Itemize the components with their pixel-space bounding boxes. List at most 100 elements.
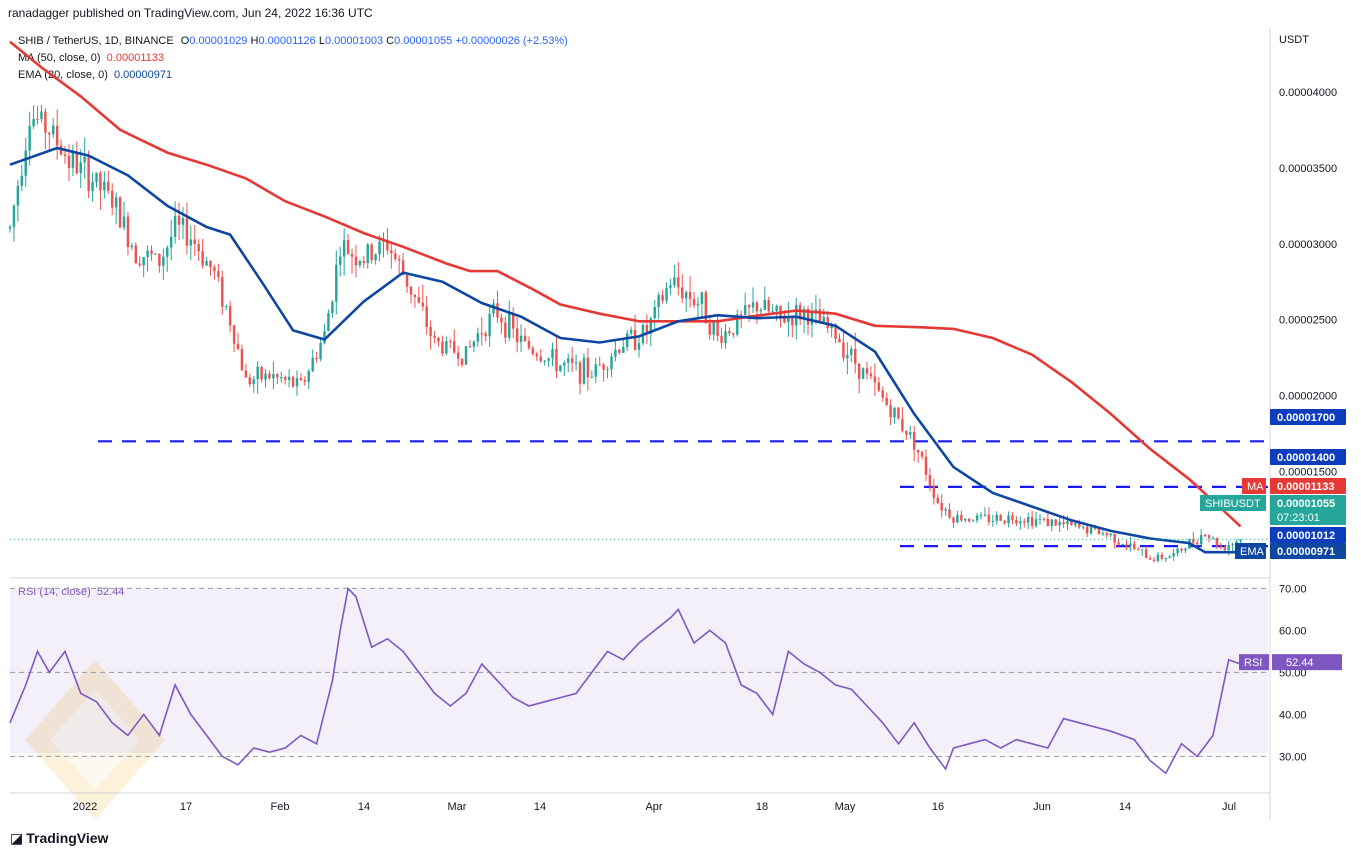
candle-body[interactable]	[488, 313, 491, 337]
candle-body[interactable]	[622, 347, 625, 353]
candle-body[interactable]	[594, 364, 597, 377]
candle-body[interactable]	[350, 253, 354, 257]
candle-body[interactable]	[787, 317, 790, 323]
candle-body[interactable]	[684, 292, 688, 299]
price-tag-box[interactable]	[1270, 478, 1346, 494]
candle-body[interactable]	[213, 267, 216, 272]
candle-body[interactable]	[126, 216, 130, 248]
candle-body[interactable]	[846, 354, 849, 359]
candle-body[interactable]	[335, 264, 338, 302]
candle-body[interactable]	[869, 373, 873, 377]
candle-body[interactable]	[103, 181, 106, 191]
candle-body[interactable]	[920, 452, 924, 457]
candle-body[interactable]	[661, 295, 664, 301]
candle-body[interactable]	[437, 337, 440, 342]
candle-body[interactable]	[979, 515, 983, 517]
candle-body[interactable]	[362, 260, 366, 264]
candle-body[interactable]	[1148, 558, 1152, 560]
candle-body[interactable]	[975, 515, 979, 521]
candle-body[interactable]	[901, 418, 904, 431]
candle-body[interactable]	[724, 331, 727, 344]
candle-body[interactable]	[747, 305, 751, 308]
candle-body[interactable]	[1180, 548, 1183, 551]
candle-body[interactable]	[201, 251, 204, 266]
candle-body[interactable]	[177, 215, 181, 225]
candle-body[interactable]	[67, 155, 71, 169]
candle-body[interactable]	[704, 292, 708, 324]
candle-body[interactable]	[944, 509, 947, 511]
candle-body[interactable]	[453, 341, 456, 353]
candle-body[interactable]	[665, 287, 668, 301]
candle-body[interactable]	[818, 309, 822, 324]
candle-body[interactable]	[217, 271, 220, 278]
candle-body[interactable]	[464, 346, 468, 365]
candle-body[interactable]	[303, 380, 307, 382]
candle-body[interactable]	[244, 370, 248, 378]
candle-body[interactable]	[739, 314, 743, 316]
candle-body[interactable]	[681, 287, 684, 299]
candle-body[interactable]	[791, 317, 794, 326]
candle-body[interactable]	[822, 317, 825, 324]
candle-body[interactable]	[354, 256, 358, 266]
candle-body[interactable]	[515, 328, 519, 343]
candle-body[interactable]	[1156, 554, 1160, 561]
candle-body[interactable]	[991, 520, 995, 522]
candle-body[interactable]	[472, 341, 476, 347]
candle-body[interactable]	[551, 348, 554, 359]
candle-body[interactable]	[885, 397, 888, 405]
candle-body[interactable]	[802, 308, 806, 320]
candle-body[interactable]	[181, 218, 185, 225]
candle-body[interactable]	[767, 300, 770, 312]
candle-body[interactable]	[1203, 535, 1207, 537]
candle-body[interactable]	[307, 371, 310, 382]
candle-body[interactable]	[91, 182, 94, 192]
candle-body[interactable]	[110, 190, 114, 208]
candle-body[interactable]	[783, 316, 786, 323]
candle-body[interactable]	[1207, 535, 1211, 539]
candle-body[interactable]	[295, 378, 299, 387]
candle-body[interactable]	[519, 335, 523, 343]
symbol-name[interactable]: SHIB / TetherUS, 1D, BINANCE	[18, 35, 174, 47]
candle-body[interactable]	[248, 377, 252, 385]
candle-body[interactable]	[1168, 556, 1171, 559]
candle-body[interactable]	[669, 285, 672, 288]
candle-body[interactable]	[158, 253, 161, 266]
candle-body[interactable]	[1003, 520, 1006, 524]
candle-body[interactable]	[830, 324, 833, 329]
candle-body[interactable]	[433, 336, 436, 338]
candle-body[interactable]	[1007, 515, 1010, 524]
candle-body[interactable]	[197, 244, 200, 252]
candle-body[interactable]	[861, 368, 865, 379]
candle-body[interactable]	[893, 407, 896, 418]
candle-body[interactable]	[842, 342, 845, 359]
candle-body[interactable]	[339, 256, 342, 265]
candle-body[interactable]	[763, 300, 767, 310]
candle-body[interactable]	[1140, 549, 1144, 551]
candle-body[interactable]	[574, 362, 578, 364]
candle-body[interactable]	[649, 318, 653, 334]
candle-body[interactable]	[771, 311, 774, 313]
candle-body[interactable]	[1062, 521, 1065, 525]
candle-body[interactable]	[346, 240, 350, 254]
candle-body[interactable]	[1089, 526, 1093, 534]
candle-body[interactable]	[413, 294, 417, 298]
rsi-line[interactable]	[9, 586, 1241, 775]
price-tag-box[interactable]	[1270, 495, 1346, 525]
candle-body[interactable]	[850, 348, 853, 355]
candle-body[interactable]	[280, 377, 283, 379]
candle-body[interactable]	[154, 253, 157, 255]
candle-body[interactable]	[1011, 515, 1014, 520]
candle-body[interactable]	[1144, 549, 1148, 559]
candle-body[interactable]	[535, 353, 539, 357]
candle-body[interactable]	[480, 333, 483, 335]
candle-body[interactable]	[531, 348, 535, 354]
candle-body[interactable]	[460, 358, 464, 365]
candle-body[interactable]	[618, 349, 621, 353]
candle-body[interactable]	[834, 324, 837, 339]
candle-body[interactable]	[8, 226, 12, 229]
candle-body[interactable]	[189, 239, 193, 246]
candle-body[interactable]	[948, 509, 951, 518]
ma-50-line[interactable]	[9, 40, 1242, 528]
candle-body[interactable]	[71, 152, 75, 169]
